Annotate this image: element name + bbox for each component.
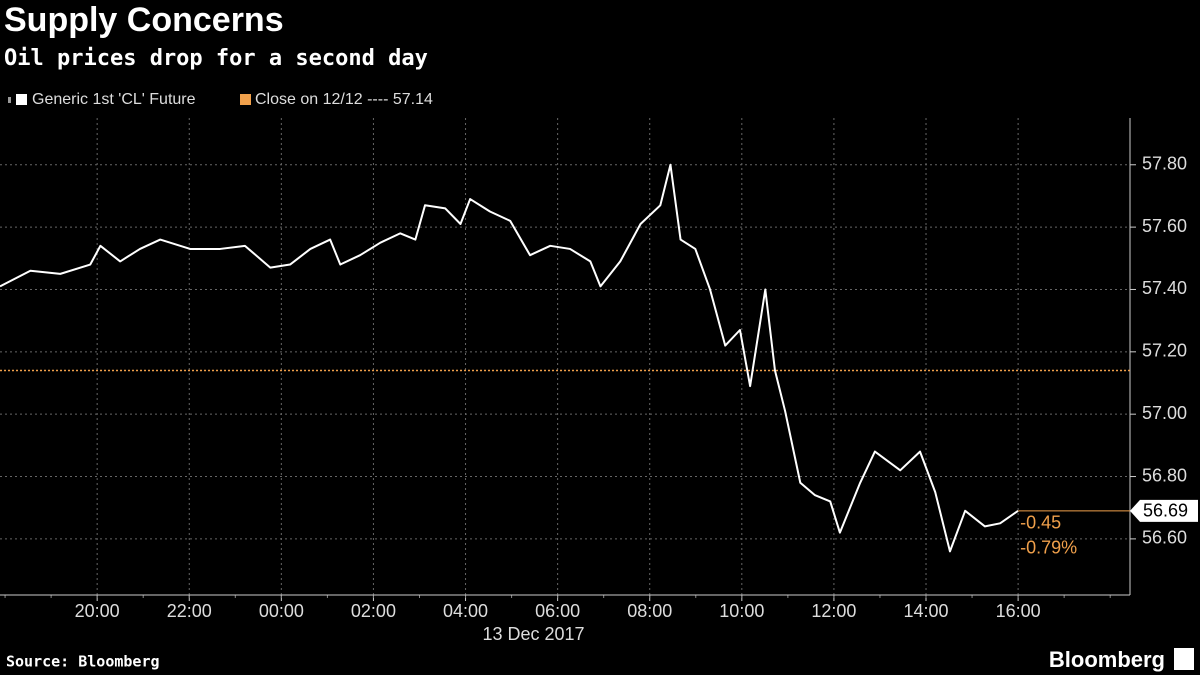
x-tick-label: 22:00 [167, 601, 212, 621]
y-tick-label: 57.60 [1142, 216, 1187, 236]
x-tick-label: 06:00 [535, 601, 580, 621]
change-label: -0.45 [1020, 513, 1061, 533]
x-tick-label: 14:00 [903, 601, 948, 621]
x-tick-label: 00:00 [259, 601, 304, 621]
source: Source: Bloomberg [6, 653, 160, 671]
x-tick-label: 20:00 [75, 601, 120, 621]
x-tick-label: 02:00 [351, 601, 396, 621]
y-tick-label: 56.60 [1142, 528, 1187, 548]
legend-swatch [16, 94, 27, 105]
legend-swatch [240, 94, 251, 105]
x-date-label: 13 Dec 2017 [482, 624, 584, 644]
chart-title: Supply Concerns [4, 1, 284, 39]
x-tick-label: 10:00 [719, 601, 764, 621]
y-tick-label: 57.00 [1142, 403, 1187, 423]
y-tick-label: 57.80 [1142, 154, 1187, 174]
legend-value: 57.14 [393, 91, 433, 108]
last-price-label: 56.69 [1143, 501, 1188, 521]
legend-label-text: Close on 12/12 ---- [255, 91, 388, 108]
x-tick-label: 12:00 [811, 601, 856, 621]
chart-subtitle: Oil prices drop for a second day [4, 46, 428, 71]
x-tick-label: 16:00 [996, 601, 1041, 621]
brand-icon [1174, 648, 1194, 670]
legend-icon [8, 97, 11, 103]
last-price-box [1130, 499, 1198, 522]
brand: Bloomberg [1049, 647, 1165, 672]
legend-label: Generic 1st 'CL' Future [32, 91, 196, 108]
price-line [0, 163, 1019, 553]
x-tick-label: 08:00 [627, 601, 672, 621]
x-tick-label: 04:00 [443, 601, 488, 621]
y-tick-label: 57.20 [1142, 341, 1187, 361]
change-label: -0.79% [1020, 538, 1077, 558]
y-tick-label: 57.40 [1142, 278, 1187, 298]
y-tick-label: 56.80 [1142, 465, 1187, 485]
legend-label: Close on 12/12 ---- 57.14 [255, 91, 433, 108]
